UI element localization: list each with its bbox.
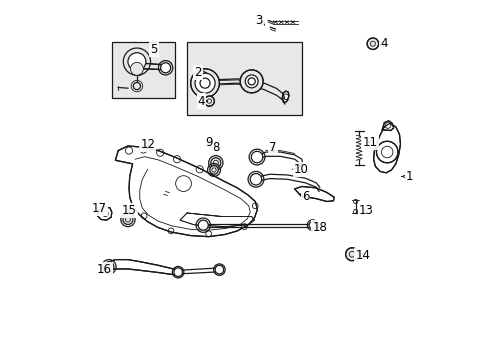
Circle shape: [190, 69, 219, 98]
Circle shape: [195, 73, 215, 93]
Circle shape: [195, 73, 215, 93]
Text: 3: 3: [255, 14, 264, 27]
Circle shape: [250, 174, 261, 185]
Text: 5: 5: [150, 42, 158, 55]
FancyBboxPatch shape: [187, 42, 301, 116]
Text: 16: 16: [96, 263, 111, 276]
Circle shape: [215, 265, 223, 274]
Text: 15: 15: [122, 204, 136, 217]
Text: 18: 18: [312, 221, 326, 234]
Polygon shape: [105, 260, 178, 275]
Text: 1: 1: [401, 170, 412, 183]
Polygon shape: [294, 186, 333, 202]
Circle shape: [104, 262, 114, 272]
Circle shape: [209, 166, 218, 174]
Polygon shape: [382, 121, 393, 131]
Circle shape: [122, 215, 133, 225]
Text: 10: 10: [293, 163, 308, 176]
Polygon shape: [282, 91, 288, 103]
Text: 12: 12: [140, 138, 155, 150]
Polygon shape: [115, 146, 257, 237]
Text: 7: 7: [269, 141, 276, 154]
Text: 14: 14: [355, 249, 369, 262]
Circle shape: [210, 158, 221, 168]
Text: 8: 8: [212, 141, 219, 154]
Circle shape: [198, 220, 208, 230]
Polygon shape: [137, 63, 167, 69]
Polygon shape: [373, 123, 400, 173]
Circle shape: [128, 53, 145, 71]
Circle shape: [244, 75, 258, 88]
Circle shape: [251, 151, 262, 163]
Circle shape: [244, 73, 259, 89]
Circle shape: [345, 248, 358, 261]
Circle shape: [308, 222, 316, 229]
Circle shape: [376, 141, 397, 163]
Text: 9: 9: [204, 136, 212, 149]
Text: 2: 2: [194, 66, 205, 79]
Circle shape: [366, 38, 378, 49]
Polygon shape: [180, 213, 254, 226]
Text: 4: 4: [197, 95, 207, 108]
Circle shape: [133, 82, 140, 90]
Text: 13: 13: [358, 204, 373, 217]
Text: 6: 6: [299, 190, 308, 203]
Circle shape: [130, 62, 143, 75]
Circle shape: [204, 96, 214, 106]
Circle shape: [240, 70, 263, 93]
Text: 11: 11: [362, 136, 377, 149]
Text: 4: 4: [378, 37, 387, 50]
FancyBboxPatch shape: [112, 42, 174, 98]
Circle shape: [174, 268, 182, 276]
Polygon shape: [97, 207, 112, 220]
Circle shape: [160, 63, 170, 73]
Text: 17: 17: [92, 202, 107, 215]
